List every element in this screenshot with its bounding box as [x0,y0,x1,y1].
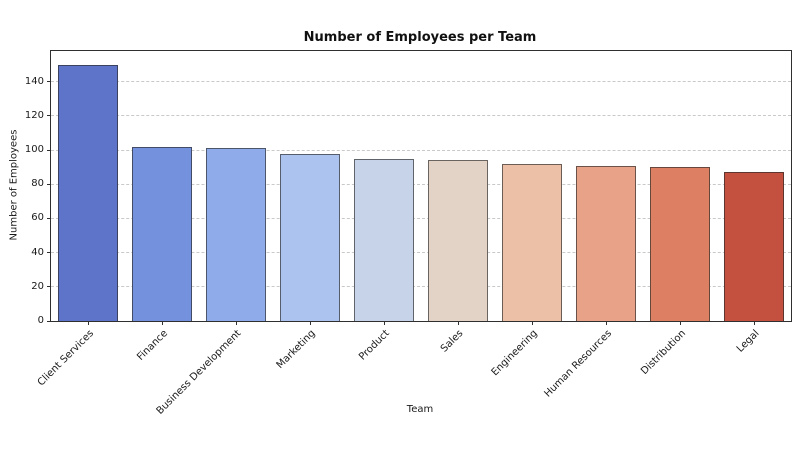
x-tick-mark [679,321,681,325]
bar-legal [724,172,784,321]
y-gridline [51,252,791,254]
x-tick-label: Distribution [638,328,688,378]
x-tick-label: Sales [439,328,466,355]
x-tick-mark [161,321,163,325]
x-tick-label: Human Resources [542,328,614,400]
bar-product [354,158,414,321]
y-tick-label: 140 [24,75,44,87]
y-tick-label: 120 [24,109,44,121]
bar-client-services [58,64,118,321]
bar-sales [428,160,488,321]
chart-title: Number of Employees per Team [303,30,537,45]
x-tick-mark [457,321,459,325]
x-tick-mark [235,321,237,325]
y-gridline [51,149,791,151]
x-tick-mark [531,321,533,325]
y-tick-label: 0 [37,315,44,326]
y-gridline [51,183,791,185]
y-gridline [51,115,791,117]
y-tick-mark [47,149,51,151]
y-tick-label: 80 [31,178,44,190]
y-tick-mark [47,217,51,219]
bar-human-resources [576,165,636,321]
x-tick-mark [87,321,89,325]
x-tick-label: Client Services [35,328,96,389]
y-tick-label: 60 [31,212,44,224]
y-tick-mark [47,252,51,254]
bar-marketing [280,153,340,321]
bar-engineering [502,163,562,321]
y-gridline [51,217,791,219]
x-tick-label: Marketing [274,328,318,372]
y-tick-mark [47,286,51,288]
x-tick-mark [753,321,755,325]
bar-finance [132,146,192,321]
y-tick-label: 100 [24,144,44,156]
plot-area: 0 20 40 60 80 100 120 140 Client Services Finance… [25,50,792,417]
y-tick-label: 40 [31,246,44,258]
x-tick-label: Product [357,328,392,363]
bar-distribution [650,167,710,321]
x-tick-mark [605,321,607,325]
y-tick-mark [47,183,51,185]
y-gridline [51,286,791,288]
y-tick-label: 20 [31,280,44,292]
y-axis-label: Number of Employees [8,129,20,241]
x-tick-label: Finance [134,328,170,363]
x-tick-label: Legal [735,328,762,355]
y-tick-mark [47,115,51,117]
x-axis-label: Team [406,404,434,415]
x-tick-label: Engineering [489,328,540,379]
x-tick-mark [383,321,385,325]
y-tick-mark [47,320,51,322]
x-tick-mark [309,321,311,325]
bar-business-development [206,148,266,321]
y-tick-mark [47,81,51,83]
y-gridline [51,81,791,83]
